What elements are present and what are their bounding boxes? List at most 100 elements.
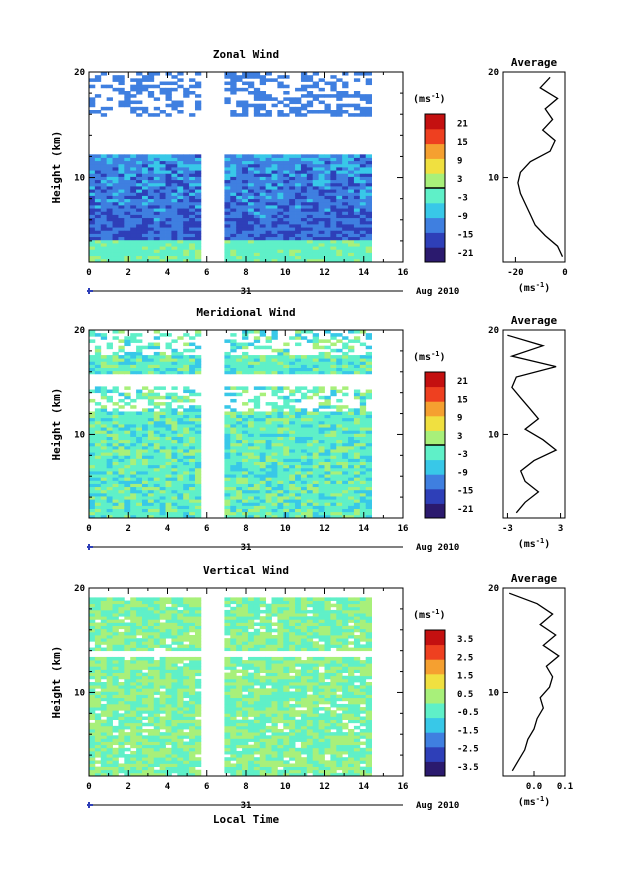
heatmap-cell bbox=[136, 613, 142, 617]
colorbar-swatch bbox=[425, 114, 445, 129]
heatmap-cell bbox=[295, 224, 301, 228]
heatmap-cell bbox=[95, 371, 101, 375]
heatmap-cell bbox=[177, 610, 183, 614]
heatmap-cell bbox=[260, 208, 266, 212]
heatmap-cell bbox=[95, 616, 101, 620]
heatmap-cell bbox=[236, 75, 242, 79]
heatmap-cell bbox=[136, 716, 142, 720]
colorbar-tick-label: 21 bbox=[457, 377, 468, 387]
heatmap-cell bbox=[319, 192, 325, 196]
heatmap-cell bbox=[154, 644, 160, 648]
profile-y-tick-label: 10 bbox=[488, 174, 499, 184]
heatmap-cell bbox=[189, 474, 195, 478]
heatmap-cell bbox=[118, 215, 124, 219]
heatmap-cell bbox=[89, 427, 95, 431]
heatmap-cell bbox=[171, 339, 177, 343]
heatmap-cell bbox=[124, 336, 130, 340]
heatmap-cell bbox=[89, 471, 95, 475]
heatmap-cell bbox=[107, 632, 113, 636]
heatmap-cell bbox=[124, 177, 130, 181]
heatmap-cell bbox=[124, 253, 130, 257]
heatmap-cell bbox=[118, 433, 124, 437]
heatmap-cell bbox=[154, 154, 160, 158]
x-tick-label: 14 bbox=[358, 524, 369, 534]
heatmap-cell bbox=[189, 660, 195, 664]
heatmap-cell bbox=[148, 604, 154, 608]
heatmap-cell bbox=[289, 230, 295, 234]
heatmap-cell bbox=[224, 415, 230, 419]
heatmap-cell bbox=[124, 757, 130, 761]
heatmap-cell bbox=[171, 437, 177, 441]
heatmap-cell bbox=[319, 208, 325, 212]
heatmap-cell bbox=[254, 386, 260, 390]
heatmap-cell bbox=[177, 180, 183, 184]
heatmap-cell bbox=[113, 468, 119, 472]
heatmap-cell bbox=[130, 732, 136, 736]
heatmap-cell bbox=[354, 509, 360, 513]
heatmap-cell bbox=[236, 78, 242, 82]
heatmap-cell bbox=[325, 502, 331, 506]
heatmap-cell bbox=[313, 161, 319, 165]
heatmap-cell bbox=[171, 676, 177, 680]
heatmap-cell bbox=[177, 361, 183, 365]
y-tick-label: 20 bbox=[74, 326, 85, 336]
heatmap-cell bbox=[113, 487, 119, 491]
heatmap-cell bbox=[230, 437, 236, 441]
heatmap-cell bbox=[224, 158, 230, 162]
heatmap-cell bbox=[307, 424, 313, 428]
heatmap-cell bbox=[160, 452, 166, 456]
heatmap-cell bbox=[295, 430, 301, 434]
heatmap-cell bbox=[330, 509, 336, 513]
heatmap-cell bbox=[354, 458, 360, 462]
heatmap-cells bbox=[89, 72, 372, 262]
heatmap-cell bbox=[319, 477, 325, 481]
heatmap-cell bbox=[154, 691, 160, 695]
heatmap-cell bbox=[118, 754, 124, 758]
heatmap-cell bbox=[230, 256, 236, 260]
heatmap-cell bbox=[107, 735, 113, 739]
heatmap-cell bbox=[348, 505, 354, 509]
heatmap-cell bbox=[313, 243, 319, 247]
heatmap-cell bbox=[183, 421, 189, 425]
heatmap-cell bbox=[319, 227, 325, 231]
heatmap-cell bbox=[283, 205, 289, 209]
heatmap-cell bbox=[148, 742, 154, 746]
heatmap-cell bbox=[148, 173, 154, 177]
heatmap-cell bbox=[183, 449, 189, 453]
heatmap-cell bbox=[148, 512, 154, 516]
heatmap-cell bbox=[183, 512, 189, 516]
heatmap-cell bbox=[101, 698, 107, 702]
heatmap-cell bbox=[89, 421, 95, 425]
heatmap-cell bbox=[248, 224, 254, 228]
heatmap-cell bbox=[354, 211, 360, 215]
heatmap-cell bbox=[336, 196, 342, 200]
heatmap-cell bbox=[124, 361, 130, 365]
heatmap-cell bbox=[148, 735, 154, 739]
heatmap-cell bbox=[189, 738, 195, 742]
heatmap-cell bbox=[254, 427, 260, 431]
heatmap-cell bbox=[154, 484, 160, 488]
heatmap-cell bbox=[154, 757, 160, 761]
heatmap-cell bbox=[289, 205, 295, 209]
heatmap-cell bbox=[307, 189, 313, 193]
heatmap-cell bbox=[171, 745, 177, 749]
heatmap-cell bbox=[166, 716, 172, 720]
heatmap-cell bbox=[107, 411, 113, 415]
heatmap-cell bbox=[266, 433, 272, 437]
heatmap-cell bbox=[89, 729, 95, 733]
heatmap-cell bbox=[230, 386, 236, 390]
heatmap-cell bbox=[124, 186, 130, 190]
heatmap-cell bbox=[313, 418, 319, 422]
heatmap-cell bbox=[101, 465, 107, 469]
heatmap-cell bbox=[154, 192, 160, 196]
heatmap-cell bbox=[95, 154, 101, 158]
heatmap-cell bbox=[260, 355, 266, 359]
heatmap-cell bbox=[148, 760, 154, 764]
heatmap-cell bbox=[354, 107, 360, 111]
heatmap-cell bbox=[254, 477, 260, 481]
heatmap-cell bbox=[130, 205, 136, 209]
heatmap-cell bbox=[148, 493, 154, 497]
heatmap-cell bbox=[266, 415, 272, 419]
heatmap-cell bbox=[142, 415, 148, 419]
heatmap-cell bbox=[177, 732, 183, 736]
